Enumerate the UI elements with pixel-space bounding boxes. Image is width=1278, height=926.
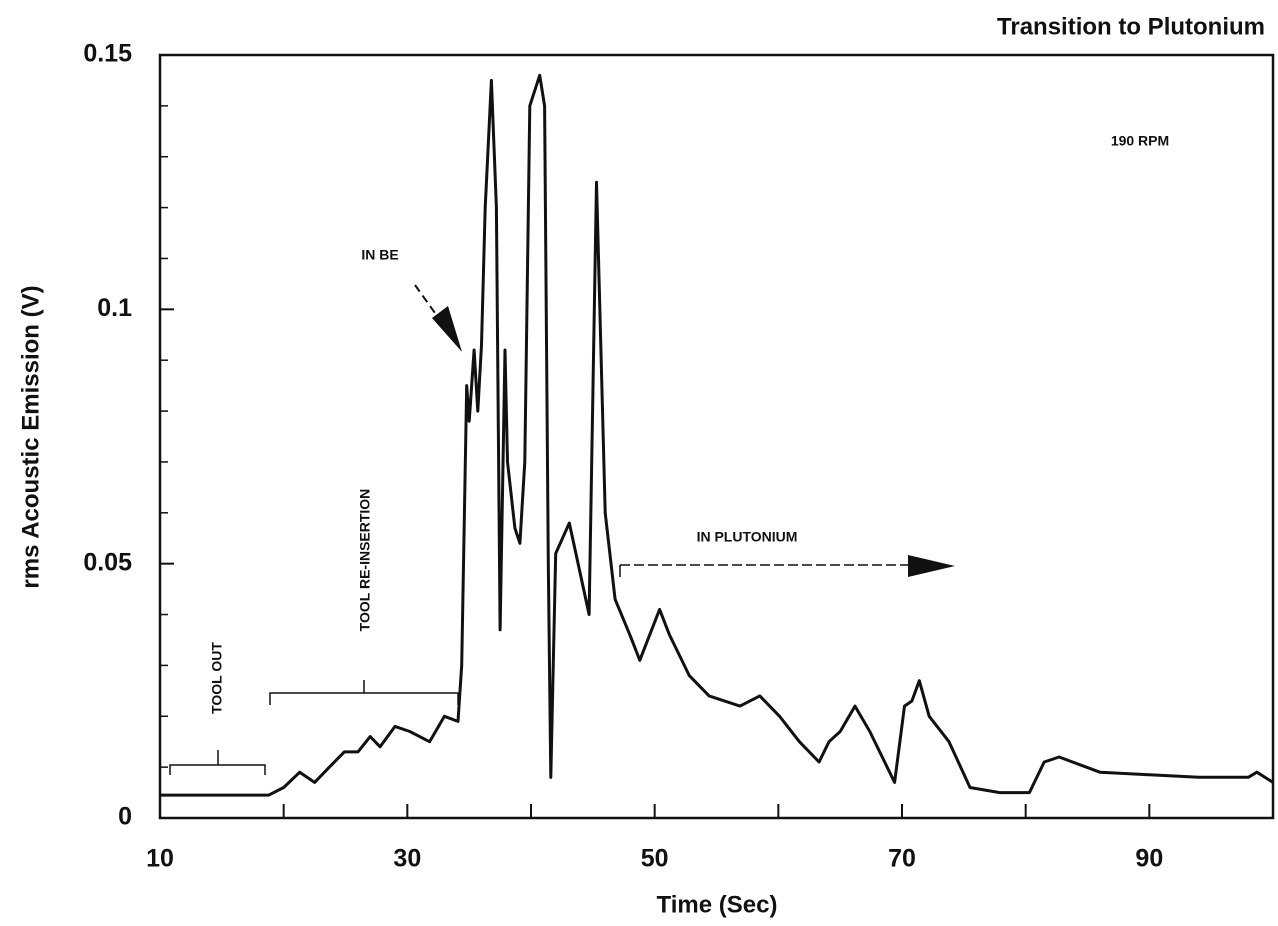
arrow-head bbox=[908, 555, 955, 577]
y-tick-label: 0.05 bbox=[83, 548, 132, 576]
annotation: IN BE bbox=[361, 247, 398, 263]
chart-title: Transition to Plutonium bbox=[997, 13, 1265, 40]
x-tick-label: 90 bbox=[1135, 845, 1163, 873]
annotation: TOOL OUT bbox=[209, 642, 225, 714]
y-axis-label: rms Acoustic Emission (V) bbox=[17, 285, 44, 588]
bracket bbox=[169, 750, 266, 775]
x-tick-label: 30 bbox=[393, 845, 421, 873]
x-tick-label: 10 bbox=[146, 845, 174, 873]
annotation: IN PLUTONIUM bbox=[697, 529, 798, 545]
plot-frame bbox=[158, 53, 1275, 820]
y-tick-label: 0.1 bbox=[97, 294, 132, 322]
arrow-head bbox=[432, 306, 462, 352]
x-tick-label: 70 bbox=[888, 845, 916, 873]
bracket bbox=[269, 680, 459, 705]
arrow bbox=[414, 284, 441, 321]
data-line bbox=[160, 73, 1274, 797]
x-tick-label: 50 bbox=[641, 845, 669, 873]
y-tick-label: 0.15 bbox=[83, 40, 132, 68]
annotation: 190 RPM bbox=[1111, 133, 1169, 149]
x-axis-label: Time (Sec) bbox=[657, 891, 778, 918]
y-tick-label: 0 bbox=[118, 803, 132, 831]
annotation: TOOL RE-INSERTION bbox=[357, 489, 373, 632]
